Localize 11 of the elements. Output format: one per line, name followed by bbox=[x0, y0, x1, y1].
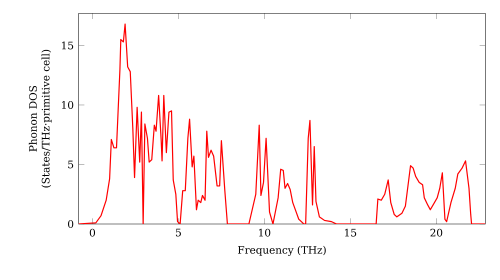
x-tick-label: 20 bbox=[430, 228, 442, 237]
y-tick-label: 5 bbox=[68, 160, 74, 168]
y-tick-label: 10 bbox=[62, 101, 74, 109]
y-tick-label: 15 bbox=[62, 42, 74, 50]
x-tick-label: 5 bbox=[176, 228, 181, 236]
x-tick-label: 10 bbox=[259, 228, 270, 237]
x-tick-label: 15 bbox=[345, 228, 356, 237]
y-tick-label: 0 bbox=[68, 220, 74, 228]
y-axis-title: Phonon DOS (States/THz·primitive cell) bbox=[28, 50, 52, 188]
x-tick-label: 0 bbox=[90, 228, 96, 237]
x-axis-title: Frequency (THz) bbox=[238, 246, 326, 256]
